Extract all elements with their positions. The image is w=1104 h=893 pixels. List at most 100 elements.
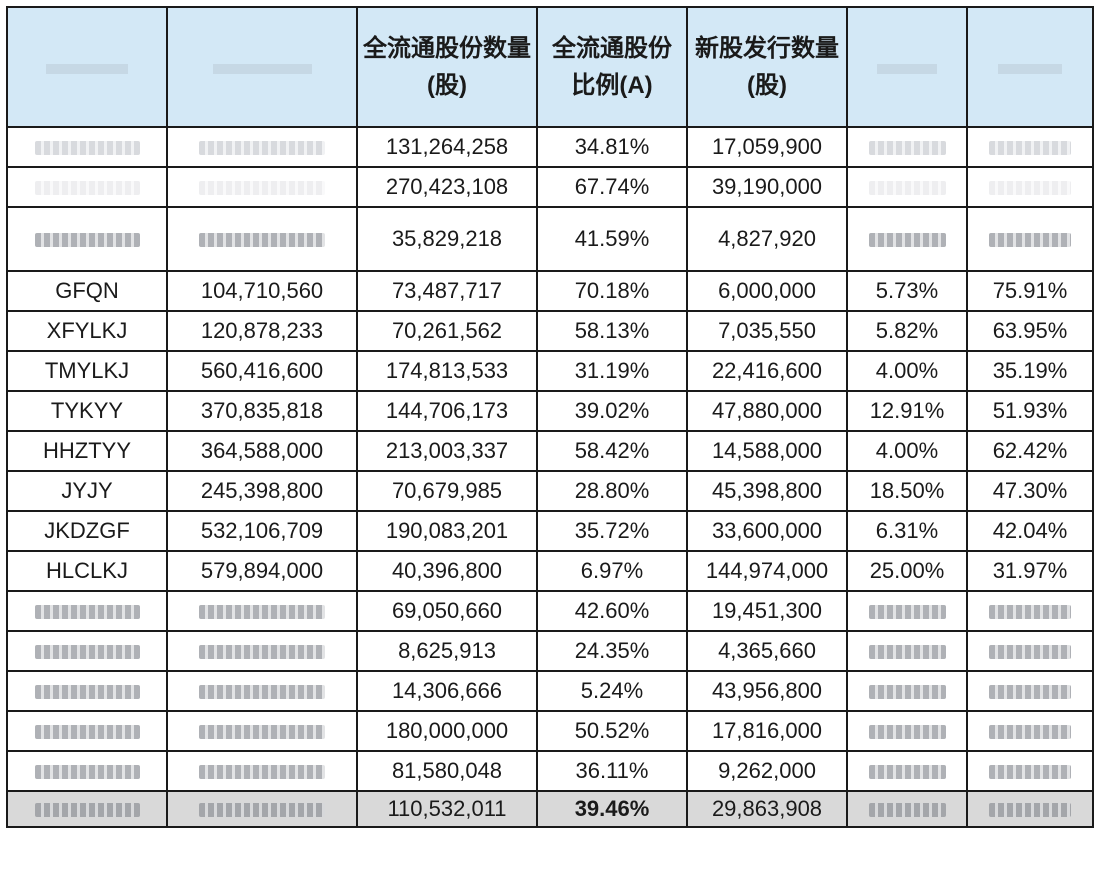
table-cell: 70,679,985 [356,470,538,512]
obscured-text [199,233,325,248]
obscured-text [34,725,140,740]
table-cell: GFQN [6,270,168,312]
table-cell: 120,878,233 [166,310,358,352]
column-header-2 [166,6,358,128]
table-cell: 6.31% [846,510,968,552]
table-cell: TMYLKJ [6,350,168,392]
table-cell: 39.46% [536,790,688,828]
table-cell [166,206,358,272]
obscured-text [989,645,1071,660]
table-cell: 31.97% [966,550,1094,592]
table-cell: 51.93% [966,390,1094,432]
table-cell: 579,894,000 [166,550,358,592]
table-cell: 36.11% [536,750,688,792]
table-cell: 34.81% [536,126,688,168]
table-row: HHZTYY 364,588,000 213,003,337 58.42% 14,588… [6,430,1094,472]
table-cell: 70.18% [536,270,688,312]
table-cell: 245,398,800 [166,470,358,512]
table-cell: 62.42% [966,430,1094,472]
table-cell: 364,588,000 [166,430,358,472]
table-cell: JYJY [6,470,168,512]
table-cell: 9,262,000 [686,750,848,792]
table-cell: 67.74% [536,166,688,208]
table-cell: 31.19% [536,350,688,392]
table-cell [6,590,168,632]
table-cell [166,670,358,712]
table-cell: 131,264,258 [356,126,538,168]
obscured-text [868,605,946,620]
table-cell: 532,106,709 [166,510,358,552]
table-row: TYKYY 370,835,818 144,706,173 39.02% 47,880,… [6,390,1094,432]
column-header-4: 全流通股份比例(A) [536,6,688,128]
table-cell: TYKYY [6,390,168,432]
obscured-header-text [998,64,1062,75]
table-cell: 110,532,011 [356,790,538,828]
column-header-7 [966,6,1094,128]
table-cell: 73,487,717 [356,270,538,312]
table-cell: 144,706,173 [356,390,538,432]
table-cell: 47,880,000 [686,390,848,432]
obscured-text [34,233,140,248]
table-row: XFYLKJ 120,878,233 70,261,562 58.13% 7,035,5… [6,310,1094,352]
table-cell: 14,306,666 [356,670,538,712]
table-cell [166,750,358,792]
table-cell: 28.80% [536,470,688,512]
table-cell: 70,261,562 [356,310,538,352]
obscured-text [199,181,325,196]
obscured-text [989,141,1071,156]
table-cell: 45,398,800 [686,470,848,512]
table-cell: 40,396,800 [356,550,538,592]
table-cell: 17,059,900 [686,126,848,168]
table-cell: 35,829,218 [356,206,538,272]
obscured-text [989,725,1071,740]
table-cell [846,166,968,208]
obscured-text [989,605,1071,620]
table-row: GFQN 104,710,560 73,487,717 70.18% 6,000,000… [6,270,1094,312]
table-row: 81,580,048 36.11% 9,262,000 [6,750,1094,792]
table-cell [966,630,1094,672]
table-cell: 213,003,337 [356,430,538,472]
column-header-6 [846,6,968,128]
obscured-text [34,645,140,660]
table-cell [966,710,1094,752]
table-cell: 4.00% [846,350,968,392]
table-cell [846,630,968,672]
table-cell: 81,580,048 [356,750,538,792]
table-cell: 144,974,000 [686,550,848,592]
table-cell [6,710,168,752]
table-cell [6,126,168,168]
table-cell [6,790,168,828]
table-cell: 7,035,550 [686,310,848,352]
table-cell: 63.95% [966,310,1094,352]
obscured-text [34,181,140,196]
table-cell [6,206,168,272]
table-cell [966,206,1094,272]
obscured-text [34,605,140,620]
table-cell: 47.30% [966,470,1094,512]
table-cell [966,750,1094,792]
table-cell: 35.19% [966,350,1094,392]
table-cell: 12.91% [846,390,968,432]
table-cell: 4,365,660 [686,630,848,672]
column-header-1 [6,6,168,128]
header-row: 全流通股份数量(股) 全流通股份比例(A) 新股发行数量(股) [6,6,1094,128]
table-cell: 5.73% [846,270,968,312]
obscured-text [868,765,946,780]
table-cell [846,590,968,632]
table-row: TMYLKJ 560,416,600 174,813,533 31.19% 22,416… [6,350,1094,392]
obscured-text [199,141,325,156]
table-cell: 43,956,800 [686,670,848,712]
table-cell: 29,863,908 [686,790,848,828]
table-cell: 14,588,000 [686,430,848,472]
obscured-text [34,765,140,780]
table-cell: 42.60% [536,590,688,632]
table-cell [846,126,968,168]
table-cell: 4,827,920 [686,206,848,272]
table-cell: 42.04% [966,510,1094,552]
table-cell [166,710,358,752]
table-cell [966,670,1094,712]
obscured-text [868,141,946,156]
table-cell: HLCLKJ [6,550,168,592]
table-row: JYJY 245,398,800 70,679,985 28.80% 45,398,80… [6,470,1094,512]
table-cell: 17,816,000 [686,710,848,752]
